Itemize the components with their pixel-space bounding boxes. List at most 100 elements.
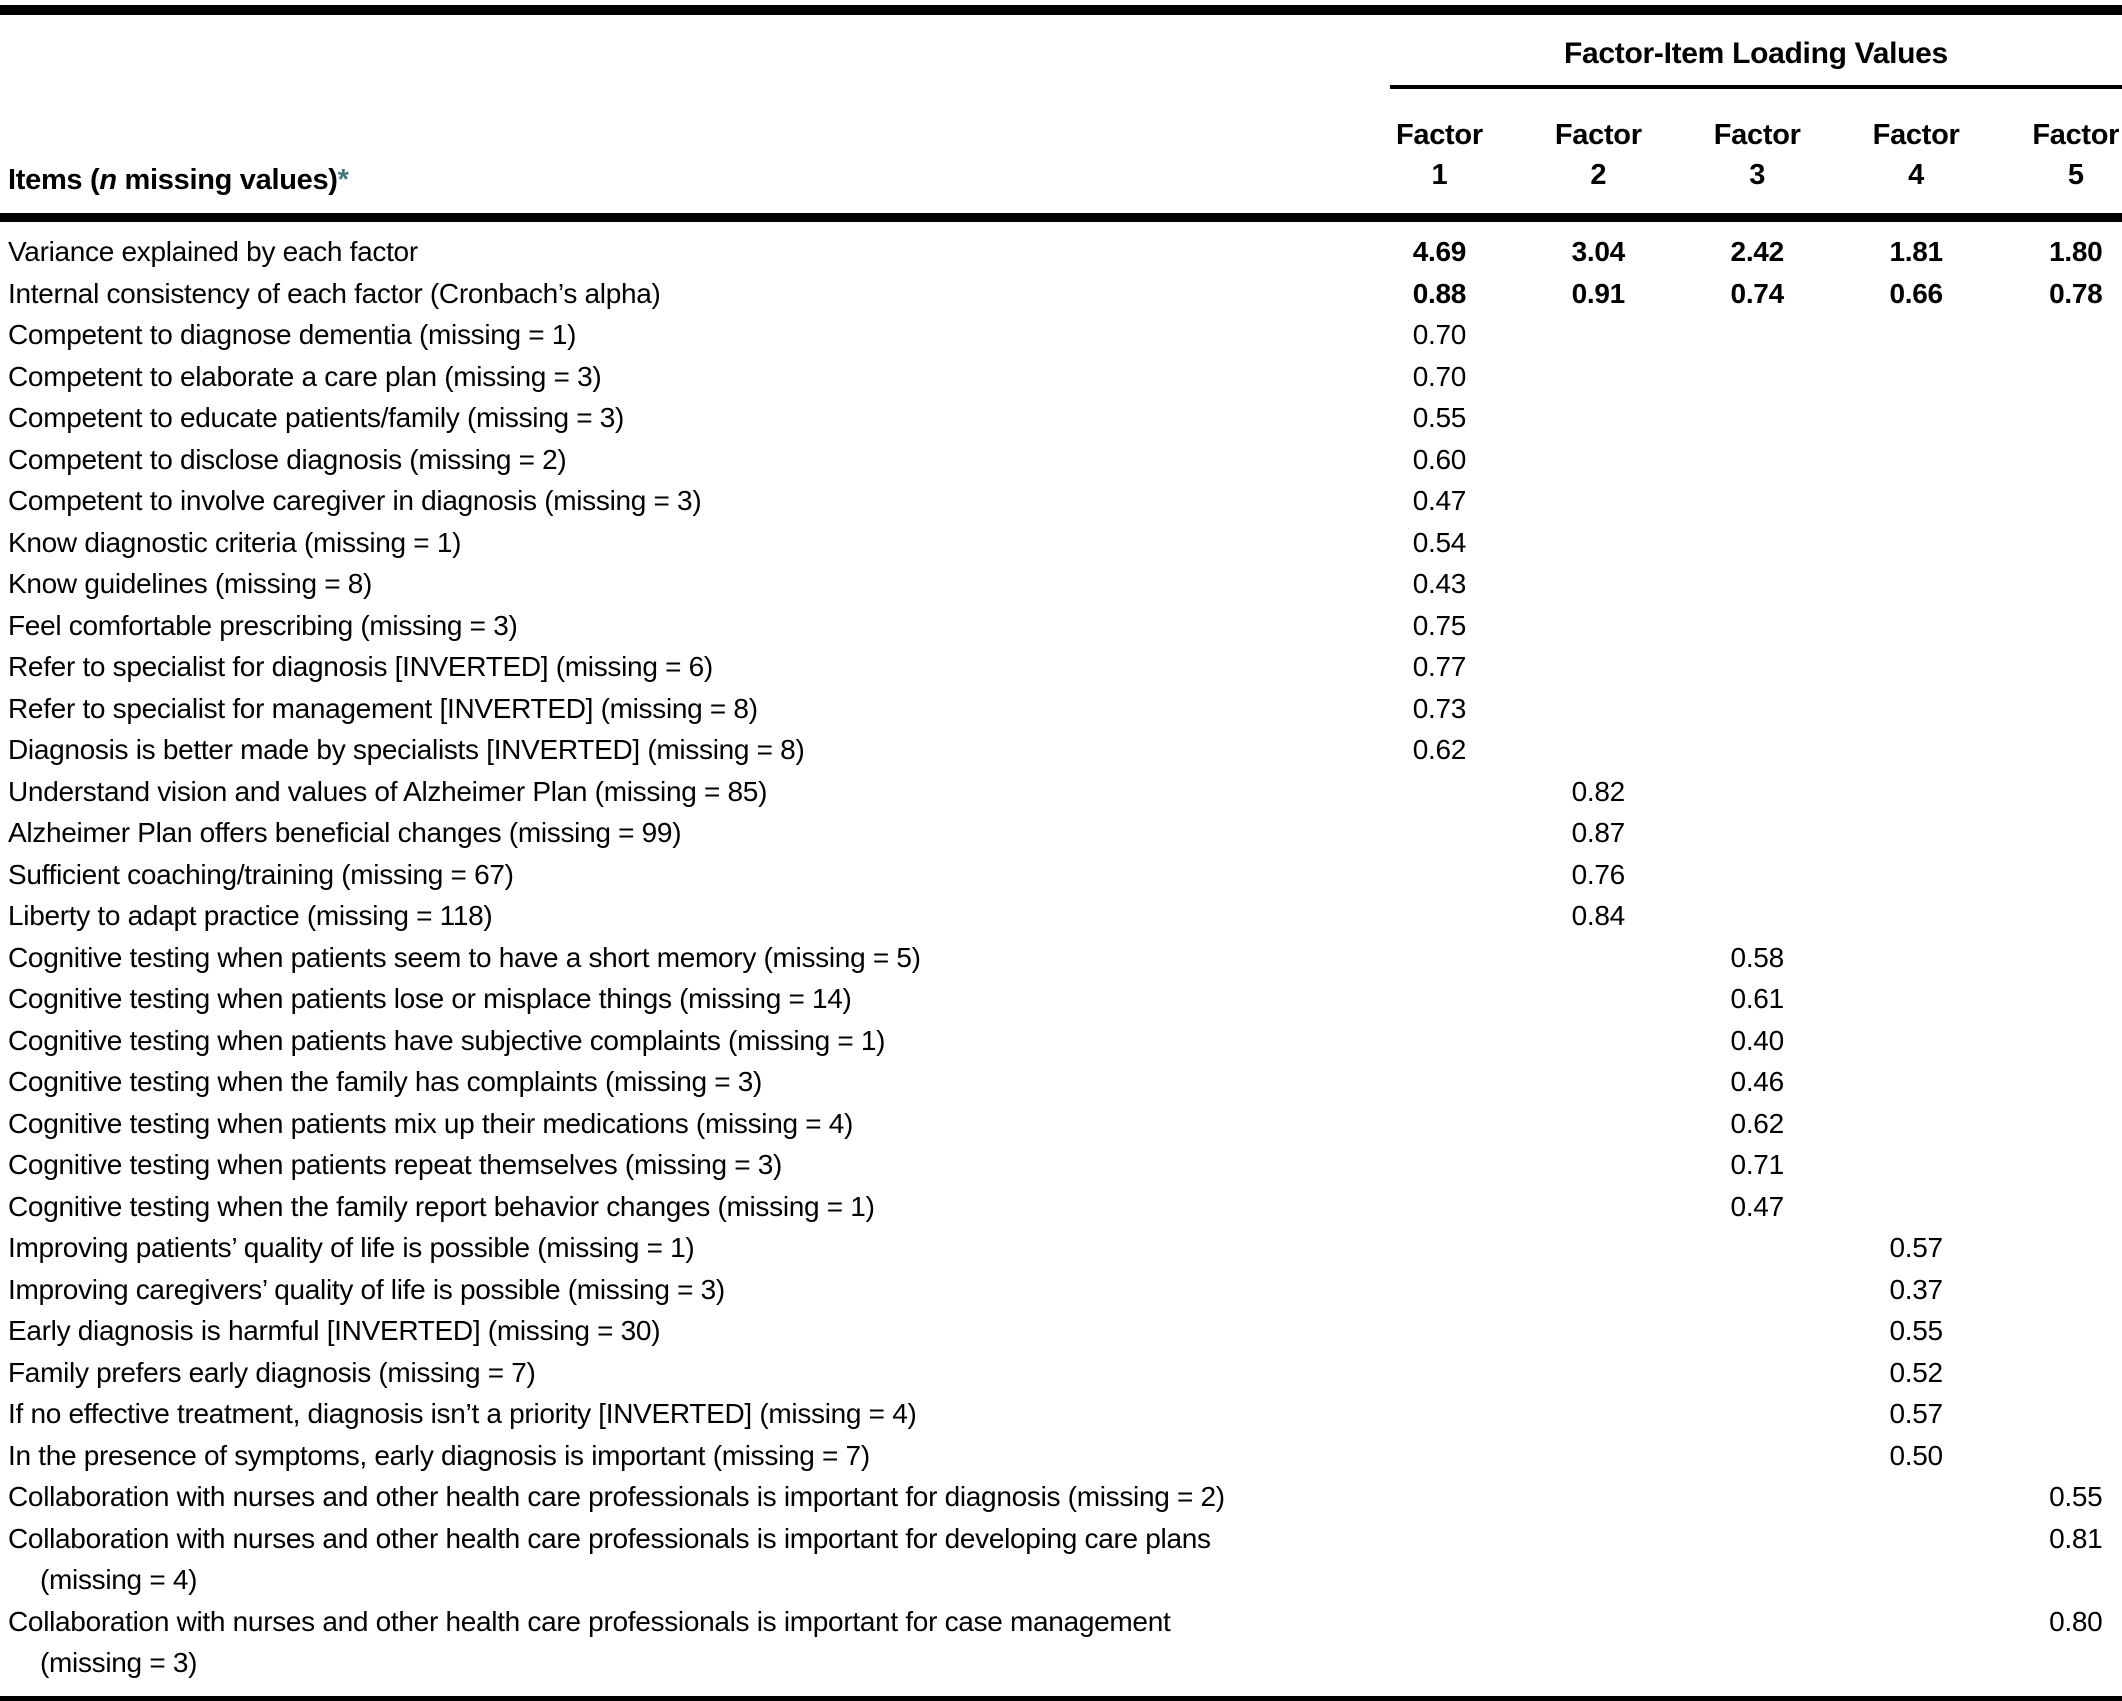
item-label-text: Diagnosis is better made by specialists … bbox=[8, 734, 805, 765]
empty-cell bbox=[1837, 895, 1996, 937]
column-header-factor-5: Factor 5 bbox=[1995, 89, 2122, 222]
loading-value: 0.71 bbox=[1730, 1149, 1785, 1180]
table-row: Early diagnosis is harmful [INVERTED] (m… bbox=[0, 1310, 2122, 1352]
empty-cell bbox=[1519, 1601, 1678, 1701]
empty-cell bbox=[1837, 605, 1996, 647]
item-label-text: Cognitive testing when the family has co… bbox=[8, 1066, 763, 1097]
empty-cell bbox=[1360, 1269, 1519, 1311]
item-label-text: Understand vision and values of Alzheime… bbox=[8, 775, 768, 807]
empty-cell bbox=[1996, 1227, 2122, 1269]
table-row: Know diagnostic criteria (missing = 1) 0.… bbox=[0, 522, 2122, 564]
empty-cell bbox=[1837, 1476, 1996, 1518]
empty-cell bbox=[1360, 1061, 1519, 1103]
empty-cell bbox=[1837, 1518, 1996, 1601]
loading-value: 0.77 bbox=[1412, 651, 1467, 682]
item-label: Cognitive testing when patients mix up t… bbox=[0, 1103, 1360, 1145]
item-label: Internal consistency of each factor (Cro… bbox=[0, 273, 1360, 315]
loading-value: 0.60 bbox=[1412, 443, 1467, 475]
item-label: Know diagnostic criteria (missing = 1) bbox=[0, 522, 1360, 564]
empty-cell bbox=[1519, 1518, 1678, 1601]
item-label-text: Family prefers early diagnosis (missing … bbox=[8, 1356, 536, 1388]
loading-value: 0.80 bbox=[2049, 1605, 2103, 1637]
empty-cell bbox=[1996, 771, 2122, 813]
span-header-cell: Factor-Item Loading Values bbox=[1360, 10, 2122, 89]
item-label-second-line: (missing = 4) bbox=[40, 1564, 198, 1595]
empty-cell bbox=[1519, 688, 1678, 730]
table-row: Collaboration with nurses and other heal… bbox=[0, 1476, 2122, 1518]
empty-cell bbox=[1837, 812, 1996, 854]
item-label-text: Cognitive testing when patients seem to … bbox=[8, 941, 921, 973]
table-row: Alzheimer Plan offers beneficial changes… bbox=[0, 812, 2122, 854]
empty-cell bbox=[1519, 1020, 1678, 1062]
empty-cell bbox=[1837, 314, 1996, 356]
empty-cell bbox=[1519, 397, 1678, 439]
empty-cell bbox=[1519, 480, 1678, 522]
empty-cell bbox=[1360, 1186, 1519, 1228]
empty-cell bbox=[1996, 397, 2122, 439]
empty-cell bbox=[1519, 1144, 1678, 1186]
item-label: Competent to educate patients/family (mi… bbox=[0, 397, 1360, 439]
item-label-text: Collaboration with nurses and other heal… bbox=[8, 1481, 1225, 1512]
empty-cell bbox=[1837, 1020, 1996, 1062]
loading-value: 0.73 bbox=[1412, 692, 1467, 724]
table-row: In the presence of symptoms, early diagn… bbox=[0, 1435, 2122, 1477]
empty-cell bbox=[1678, 1601, 1837, 1701]
factor-word: Factor bbox=[1554, 119, 1642, 151]
empty-cell bbox=[1996, 563, 2122, 605]
empty-cell bbox=[1996, 1310, 2122, 1352]
item-label-text: Refer to specialist for diagnosis [INVER… bbox=[8, 651, 713, 682]
table-row: Competent to disclose diagnosis (missing… bbox=[0, 439, 2122, 481]
table-row: Collaboration with nurses and other heal… bbox=[0, 1601, 2122, 1701]
empty-cell bbox=[1678, 1310, 1837, 1352]
item-label: Diagnosis is better made by specialists … bbox=[0, 729, 1360, 771]
empty-cell bbox=[1519, 1476, 1678, 1518]
empty-cell bbox=[1996, 729, 2122, 771]
empty-cell bbox=[1996, 1269, 2122, 1311]
table-row: Feel comfortable prescribing (missing = … bbox=[0, 605, 2122, 647]
footnote-asterisk: * bbox=[337, 164, 349, 196]
empty-cell bbox=[1996, 1103, 2122, 1145]
item-label-text: Competent to involve caregiver in diagno… bbox=[8, 485, 702, 516]
empty-cell bbox=[1360, 937, 1519, 979]
loading-value: 0.91 bbox=[1571, 277, 1626, 309]
empty-cell bbox=[1519, 356, 1678, 398]
empty-cell bbox=[1519, 646, 1678, 688]
item-label-text: Cognitive testing when the family report… bbox=[8, 1190, 875, 1222]
empty-cell bbox=[1837, 937, 1996, 979]
item-label: Cognitive testing when patients seem to … bbox=[0, 937, 1360, 979]
loading-value: 0.78 bbox=[2049, 277, 2103, 309]
empty-cell bbox=[1996, 1352, 2122, 1394]
factor-word: Factor bbox=[1713, 119, 1801, 151]
item-label-text: Liberty to adapt practice (missing = 118… bbox=[8, 900, 493, 931]
empty-cell bbox=[1360, 1227, 1519, 1269]
empty-cell bbox=[1678, 1435, 1837, 1477]
table-row: Internal consistency of each factor (Cro… bbox=[0, 273, 2122, 315]
factor-loading-table: Items (n missing values)* Factor-Item Lo… bbox=[0, 5, 2122, 1701]
empty-cell bbox=[1360, 895, 1519, 937]
empty-cell bbox=[1519, 978, 1678, 1020]
empty-cell bbox=[1360, 1518, 1519, 1601]
empty-cell bbox=[1678, 1227, 1837, 1269]
loading-value: 0.62 bbox=[1412, 734, 1467, 765]
table-row: Liberty to adapt practice (missing = 118… bbox=[0, 895, 2122, 937]
item-label: In the presence of symptoms, early diagn… bbox=[0, 1435, 1360, 1477]
loading-value: 0.55 bbox=[2049, 1481, 2103, 1512]
empty-cell bbox=[1519, 1061, 1678, 1103]
empty-cell bbox=[1996, 480, 2122, 522]
span-header-row: Items (n missing values)* Factor-Item Lo… bbox=[0, 10, 2122, 222]
empty-cell bbox=[1678, 729, 1837, 771]
loading-value: 0.66 bbox=[1889, 277, 1943, 309]
loading-value: 0.74 bbox=[1730, 277, 1785, 309]
empty-cell bbox=[1837, 563, 1996, 605]
loading-value: 0.40 bbox=[1730, 1024, 1785, 1056]
item-label: Early diagnosis is harmful [INVERTED] (m… bbox=[0, 1310, 1360, 1352]
item-label-text: Competent to diagnose dementia (missing … bbox=[8, 319, 577, 350]
loading-value: 0.88 bbox=[1412, 277, 1467, 309]
item-label: Cognitive testing when patients have sub… bbox=[0, 1020, 1360, 1062]
loading-value: 0.84 bbox=[1571, 900, 1626, 931]
item-label: Alzheimer Plan offers beneficial changes… bbox=[0, 812, 1360, 854]
loading-value: 0.75 bbox=[1412, 609, 1467, 641]
item-label: Collaboration with nurses and other heal… bbox=[0, 1518, 1360, 1601]
table-row: Competent to diagnose dementia (missing … bbox=[0, 314, 2122, 356]
items-header-prefix: Items ( bbox=[8, 164, 100, 196]
